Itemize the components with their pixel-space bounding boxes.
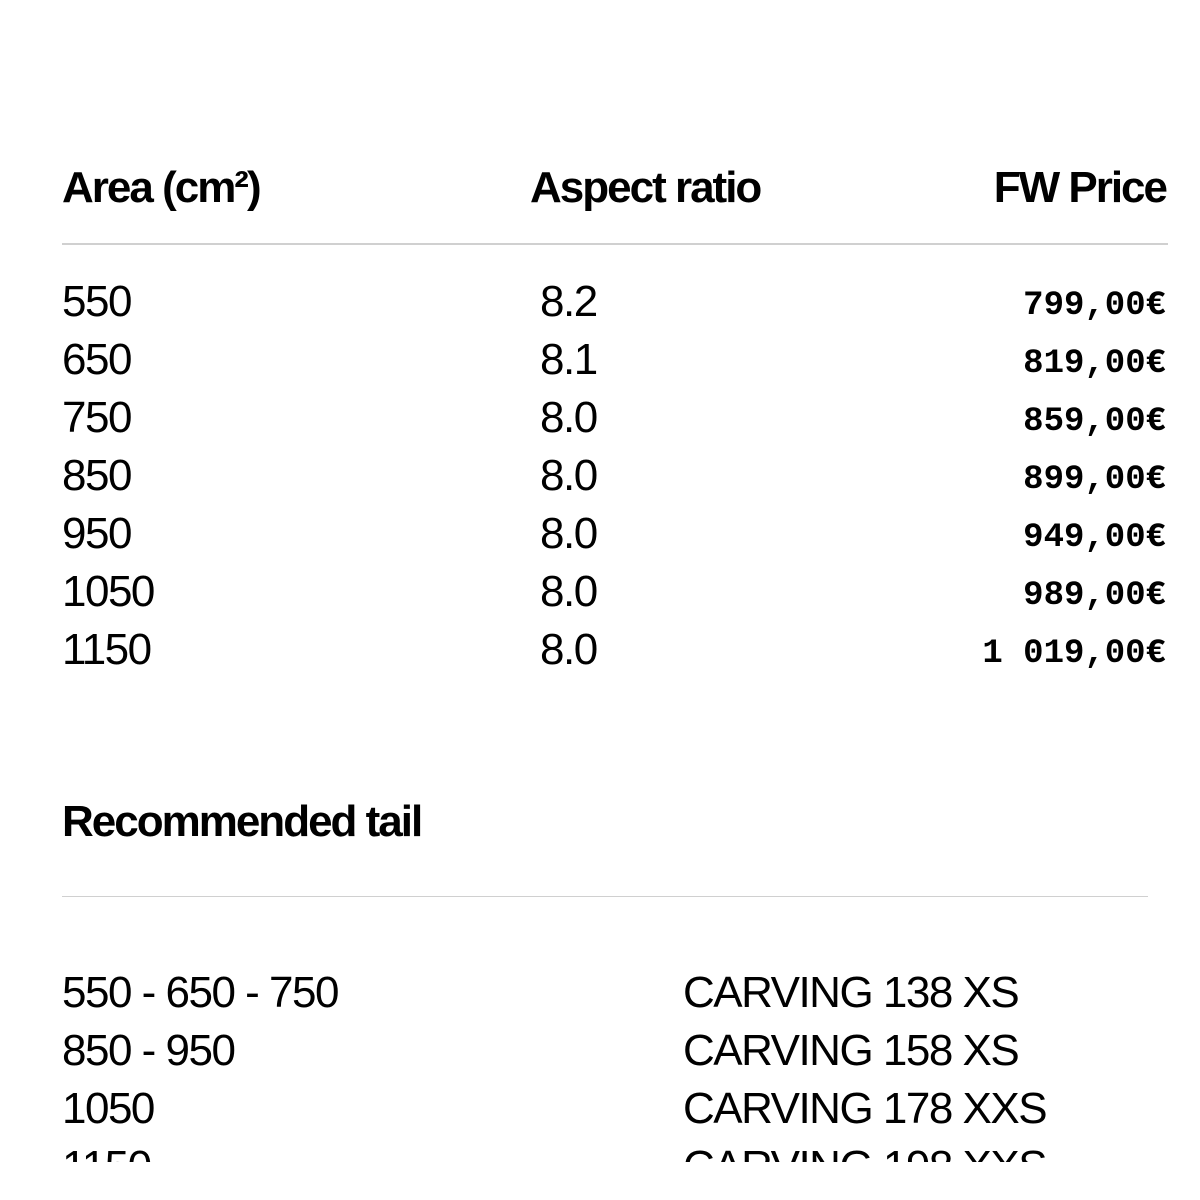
aspect-ratio-cell: 8.1 (540, 335, 598, 384)
header-aspect-ratio: Aspect ratio (530, 163, 762, 212)
price-cell: 859,00€ (1023, 403, 1166, 441)
price-cell: 989,00€ (1023, 577, 1166, 615)
header-fw-price: FW Price (993, 163, 1168, 212)
price-cell: 899,00€ (1023, 461, 1166, 499)
aspect-ratio-cell: 8.0 (540, 567, 598, 616)
tail-row: 1150 CARVING 198 XXS (0, 1138, 1200, 1162)
table-row: 750 8.0 859,00€ (0, 389, 1200, 447)
area-cell: 1050 (62, 567, 155, 616)
tail-model-cell: CARVING 178 XXS (683, 1084, 1048, 1133)
price-cell: 819,00€ (1023, 345, 1166, 383)
price-cell: 949,00€ (1023, 519, 1166, 557)
price-cell: 1 019,00€ (982, 635, 1166, 673)
area-cell: 950 (62, 509, 132, 558)
aspect-ratio-cell: 8.0 (540, 509, 598, 558)
tail-row: 550 - 650 - 750 CARVING 138 XS (0, 964, 1200, 1022)
tail-area-cell: 850 - 950 (62, 1026, 236, 1075)
tail-area-cell: 550 - 650 - 750 (62, 968, 339, 1017)
table-row: 650 8.1 819,00€ (0, 331, 1200, 389)
tail-row: 1050 CARVING 178 XXS (0, 1080, 1200, 1138)
table-row: 950 8.0 949,00€ (0, 505, 1200, 563)
price-cell: 799,00€ (1023, 287, 1166, 325)
recommended-tail-title: Recommended tail (62, 797, 423, 846)
area-cell: 650 (62, 335, 132, 384)
tail-table: 550 - 650 - 750 CARVING 138 XS 850 - 950 CA… (0, 964, 1200, 1162)
aspect-ratio-cell: 8.0 (540, 625, 598, 674)
table-row: 850 8.0 899,00€ (0, 447, 1200, 505)
tail-model-cell: CARVING 158 XS (683, 1026, 1020, 1075)
tail-model-cell: CARVING 198 XXS (683, 1138, 1048, 1162)
table-row: 1150 8.0 1 019,00€ (0, 621, 1200, 679)
area-cell: 550 (62, 277, 132, 326)
table-row: 1050 8.0 989,00€ (0, 563, 1200, 621)
tail-divider (62, 896, 1148, 897)
area-cell: 750 (62, 393, 132, 442)
aspect-ratio-cell: 8.2 (540, 277, 598, 326)
header-area: Area (cm²) (62, 163, 262, 212)
tail-row: 850 - 950 CARVING 158 XS (0, 1022, 1200, 1080)
tail-area-cell: 1150 (62, 1138, 152, 1162)
area-cell: 1150 (62, 625, 152, 674)
aspect-ratio-cell: 8.0 (540, 451, 598, 500)
table-row: 550 8.2 799,00€ (0, 273, 1200, 331)
area-cell: 850 (62, 451, 132, 500)
header-divider (62, 243, 1168, 245)
aspect-ratio-cell: 8.0 (540, 393, 598, 442)
tail-model-cell: CARVING 138 XS (683, 968, 1020, 1017)
tail-area-cell: 1050 (62, 1084, 155, 1133)
